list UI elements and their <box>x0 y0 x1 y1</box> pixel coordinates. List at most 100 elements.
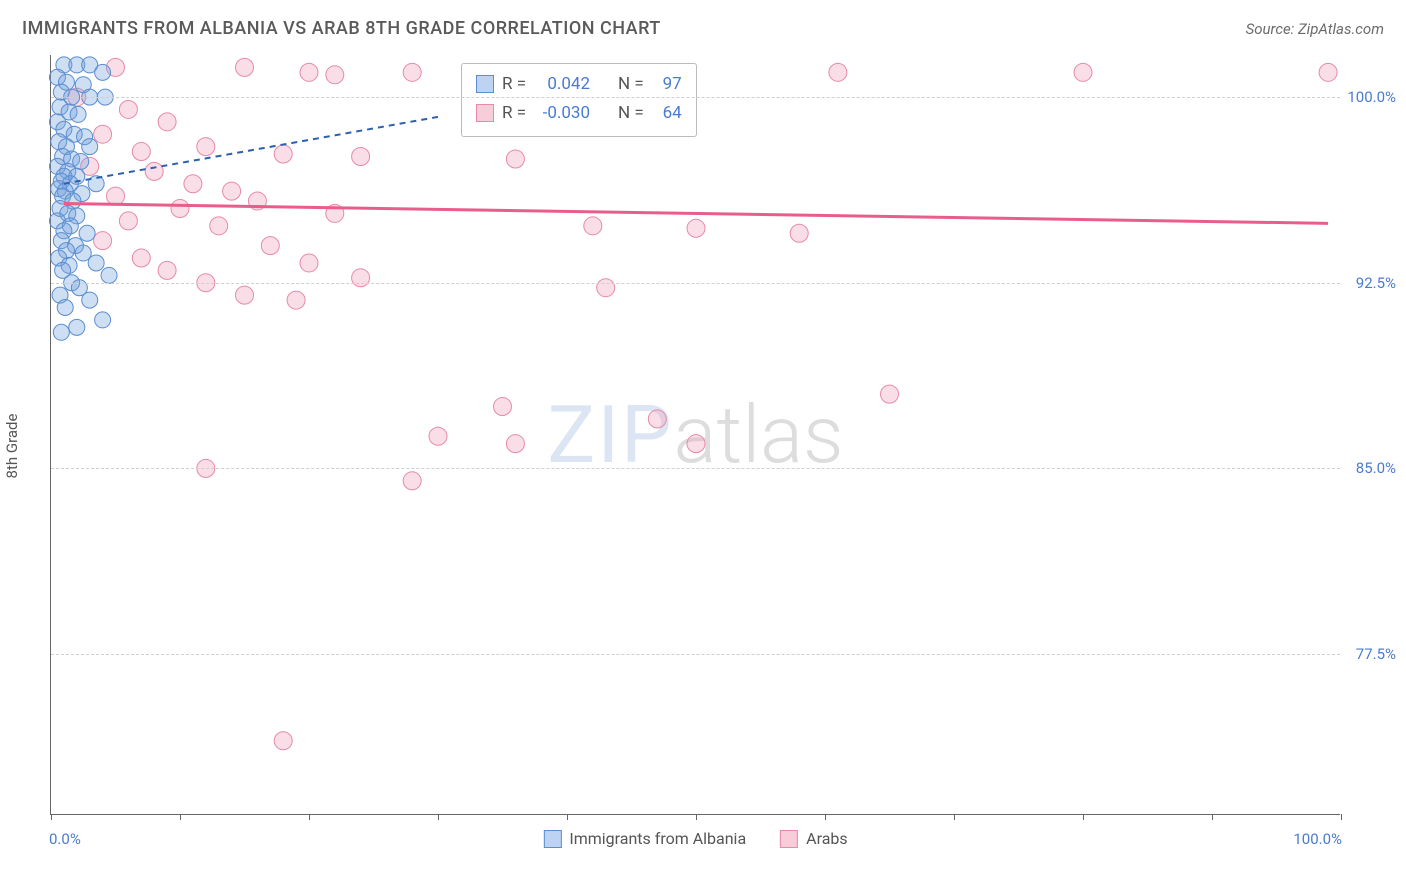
scatter-point <box>300 63 318 81</box>
scatter-point <box>236 286 254 304</box>
xtick <box>567 814 568 820</box>
xtick <box>1083 814 1084 820</box>
scatter-point <box>506 435 524 453</box>
xtick <box>51 814 52 820</box>
ytick-label: 100.0% <box>1344 88 1396 106</box>
scatter-point <box>95 312 111 328</box>
gridline-h <box>51 97 1340 98</box>
scatter-point <box>287 291 305 309</box>
scatter-point <box>829 63 847 81</box>
scatter-point <box>53 324 69 340</box>
scatter-point <box>300 254 318 272</box>
scatter-point <box>210 217 228 235</box>
scatter-point <box>132 143 150 161</box>
scatter-point <box>584 217 602 235</box>
stat-swatch-0 <box>476 75 494 93</box>
stat-n-label: N = <box>618 99 644 128</box>
scatter-point <box>790 224 808 242</box>
scatter-point <box>223 182 241 200</box>
gridline-h <box>51 654 1340 655</box>
xtick <box>696 814 697 820</box>
legend-item-1: Arabs <box>780 829 848 848</box>
scatter-point <box>274 145 292 163</box>
stat-n-label: N = <box>618 70 644 99</box>
scatter-point <box>274 732 292 750</box>
chart-title: IMMIGRANTS FROM ALBANIA VS ARAB 8TH GRAD… <box>22 18 661 39</box>
scatter-point <box>132 249 150 267</box>
stat-n-1: 64 <box>652 99 682 128</box>
scatter-point <box>184 175 202 193</box>
scatter-point <box>107 187 125 205</box>
x-min-label: 0.0% <box>49 830 81 848</box>
legend-label-0: Immigrants from Albania <box>569 829 746 848</box>
scatter-point <box>158 113 176 131</box>
gridline-h <box>51 468 1340 469</box>
chart-svg <box>51 55 1340 814</box>
xtick <box>1212 814 1213 820</box>
ytick-label: 85.0% <box>1344 459 1396 477</box>
plot-area: ZIPatlas R = 0.042 N = 97 R = -0.030 N =… <box>50 55 1340 815</box>
xtick <box>180 814 181 820</box>
scatter-point <box>494 398 512 416</box>
scatter-point <box>1074 63 1092 81</box>
scatter-point <box>70 106 86 122</box>
legend-swatch-1 <box>780 830 798 848</box>
stat-r-1: -0.030 <box>534 99 590 128</box>
xtick <box>825 814 826 820</box>
scatter-point <box>1319 63 1337 81</box>
scatter-point <box>158 261 176 279</box>
scatter-point <box>94 232 112 250</box>
stat-r-label: R = <box>502 70 526 99</box>
stat-n-0: 97 <box>652 70 682 99</box>
legend-item-0: Immigrants from Albania <box>543 829 746 848</box>
scatter-point <box>326 66 344 84</box>
scatter-point <box>69 319 85 335</box>
trend-line <box>64 117 438 184</box>
legend-swatch-0 <box>543 830 561 848</box>
scatter-point <box>94 125 112 143</box>
scatter-point <box>403 63 421 81</box>
xtick <box>309 814 310 820</box>
source-label: Source: ZipAtlas.com <box>1246 20 1384 38</box>
xtick <box>438 814 439 820</box>
legend-label-1: Arabs <box>806 829 848 848</box>
scatter-point <box>236 58 254 76</box>
scatter-point <box>648 410 666 428</box>
scatter-point <box>145 162 163 180</box>
xtick <box>1341 814 1342 820</box>
y-axis-title: 8th Grade <box>3 414 21 479</box>
scatter-point <box>506 150 524 168</box>
scatter-point <box>101 267 117 283</box>
scatter-point <box>197 138 215 156</box>
stat-r-label: R = <box>502 99 526 128</box>
scatter-point <box>597 279 615 297</box>
scatter-point <box>881 385 899 403</box>
scatter-point <box>82 292 98 308</box>
gridline-h <box>51 283 1340 284</box>
scatter-point <box>88 255 104 271</box>
xtick <box>954 814 955 820</box>
scatter-point <box>79 225 95 241</box>
stat-row-0: R = 0.042 N = 97 <box>476 70 682 99</box>
scatter-point <box>57 300 73 316</box>
bottom-legend: Immigrants from Albania Arabs <box>543 829 847 848</box>
scatter-point <box>95 64 111 80</box>
scatter-point <box>119 100 137 118</box>
scatter-point <box>352 147 370 165</box>
scatter-point <box>82 139 98 155</box>
ytick-label: 77.5% <box>1344 645 1396 663</box>
stat-r-0: 0.042 <box>534 70 590 99</box>
scatter-point <box>119 212 137 230</box>
ytick-label: 92.5% <box>1344 274 1396 292</box>
scatter-point <box>687 435 705 453</box>
scatter-point <box>261 237 279 255</box>
x-max-label: 100.0% <box>1293 830 1342 848</box>
scatter-point <box>171 199 189 217</box>
scatter-point <box>403 472 421 490</box>
scatter-point <box>429 427 447 445</box>
stat-swatch-1 <box>476 104 494 122</box>
scatter-point <box>687 219 705 237</box>
stat-row-1: R = -0.030 N = 64 <box>476 99 682 128</box>
scatter-point <box>352 269 370 287</box>
title-bar: IMMIGRANTS FROM ALBANIA VS ARAB 8TH GRAD… <box>22 18 1384 39</box>
